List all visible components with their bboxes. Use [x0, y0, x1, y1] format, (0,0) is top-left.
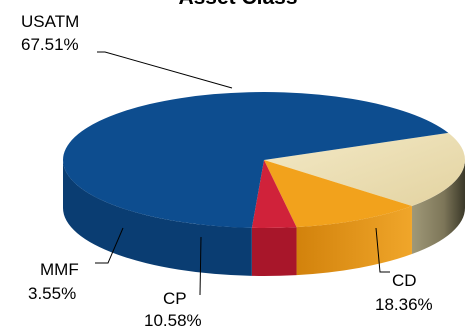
pie-sides [63, 160, 465, 277]
pie-side-cd [411, 160, 465, 255]
pie-slice-mmf [251, 160, 297, 228]
pie-slice-cp [264, 160, 412, 228]
leader-line-cd [375, 227, 390, 273]
leader-line-usatm [97, 51, 233, 89]
leader-line-mmf [95, 227, 124, 264]
slice-percent-usatm: 67.51% [21, 35, 79, 54]
pie-tops [62, 92, 465, 228]
slice-label-cp: CP [163, 289, 187, 308]
pie-slice-usatm [62, 92, 449, 228]
pie-side-usatm [63, 160, 252, 276]
slice-percent-cd: 18.36% [375, 295, 433, 314]
chart-title: Asset Class [178, 0, 297, 9]
leader-line-cp [199, 236, 202, 296]
slice-percent-cp: 10.58% [144, 311, 202, 330]
slice-label-usatm: USATM [21, 12, 79, 31]
pie-side-mmf [251, 227, 297, 277]
slice-label-cd: CD [392, 271, 417, 290]
slice-percent-mmf: 3.55% [28, 284, 76, 303]
pie-slice-cd [264, 132, 465, 207]
slice-label-mmf: MMF [40, 260, 79, 279]
pie-side-cp [296, 206, 412, 276]
